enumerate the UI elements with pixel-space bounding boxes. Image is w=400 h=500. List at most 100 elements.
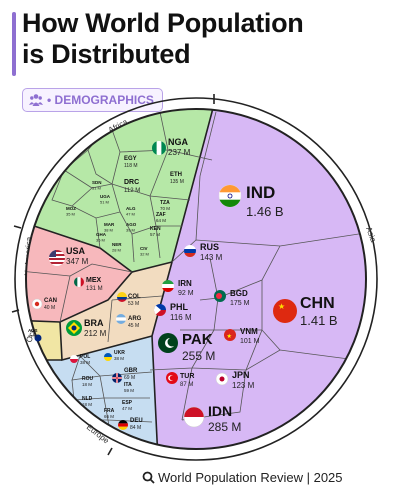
country-value-pol: 38 M <box>80 360 90 365</box>
people-icon <box>29 94 43 106</box>
country-value-irn: 92 M <box>178 290 194 297</box>
country-code-pak: PAK <box>182 331 213 348</box>
country-code-sdn: SDN <box>92 180 102 185</box>
country-value-esp: 47 M <box>122 406 132 411</box>
country-value-civ: 32 M <box>140 252 149 257</box>
country-code-vnm: VNM <box>240 327 258 336</box>
country-value-usa: 347 M <box>66 257 89 266</box>
country-code-arg: ARG <box>128 316 142 322</box>
country-value-mex: 131 M <box>86 286 103 292</box>
country-value-ken: 57 M <box>150 232 160 237</box>
country-code-ind: IND <box>246 183 275 202</box>
country-value-ind: 1.46 B <box>246 204 284 219</box>
flag-philippines-icon <box>154 304 166 316</box>
country-code-usa: USA <box>66 246 86 256</box>
country-value-pak: 255 M <box>182 349 215 363</box>
outer-ring <box>14 97 378 461</box>
svg-text:★: ★ <box>227 333 232 340</box>
country-value-bra: 212 M <box>84 329 107 338</box>
country-code-civ: CIV <box>140 246 148 251</box>
country-code-deu: DEU <box>130 418 143 424</box>
flags: ★ <box>31 141 297 430</box>
flag-china-icon: ★ <box>273 299 297 323</box>
ring-divider-namerica <box>13 225 22 229</box>
country-code-rus: RUS <box>200 242 219 252</box>
country-value-bgd: 175 M <box>230 300 250 307</box>
country-value-nld: 18 M <box>82 402 92 407</box>
flag-australia-icon <box>34 334 42 342</box>
country-code-nga: NGA <box>168 137 189 147</box>
country-code-ita: ITA <box>124 382 132 388</box>
country-value-alg: 47 M <box>126 212 135 217</box>
flag-poland-icon <box>70 355 78 363</box>
ring-divider-europe-asia <box>107 447 113 456</box>
country-code-jpn: JPN <box>232 370 250 380</box>
country-code-uga: UGA <box>100 194 111 199</box>
footer-source: World Population Review | 2025 <box>158 470 343 485</box>
flag-japan-icon <box>215 372 229 386</box>
flag-iran-icon <box>162 280 174 292</box>
flag-colombia-icon <box>117 292 127 302</box>
country-code-ner: NER <box>112 242 122 247</box>
flag-india-icon <box>218 184 242 208</box>
country-code-pol: POL <box>80 354 90 360</box>
region-label-asia: Asia <box>364 226 378 244</box>
country-code-ukr: UKR <box>114 350 125 356</box>
flag-vietnam-icon: ★ <box>224 329 236 341</box>
flag-turkey-icon <box>166 372 178 384</box>
country-value-idn: 285 M <box>208 420 241 434</box>
country-value-arg: 45 M <box>128 323 139 329</box>
country-code-egy: EGY <box>124 156 137 162</box>
country-code-fra: FRA <box>104 408 115 414</box>
country-code-irn: IRN <box>178 279 192 288</box>
population-chart: Africa Asia N. America Oceania Europe <box>11 94 378 461</box>
svg-text:★: ★ <box>278 302 285 311</box>
country-code-col: COL <box>128 294 141 300</box>
country-code-aus: AUS <box>28 328 38 333</box>
country-value-vnm: 101 M <box>240 338 260 345</box>
country-value-ita: 59 M <box>124 388 134 393</box>
country-code-nld: NLD <box>82 396 93 402</box>
chart-circle-border <box>25 108 367 450</box>
country-value-deu: 84 M <box>130 425 141 431</box>
country-value-zaf: 64 M <box>156 218 166 223</box>
country-code-mex: MEX <box>86 277 102 284</box>
flag-usa-icon <box>49 250 65 266</box>
flag-argentina-icon <box>116 314 126 324</box>
country-value-drc: 112 M <box>124 188 140 194</box>
country-value-fra: 66 M <box>104 414 114 419</box>
flag-russia-icon <box>184 245 196 257</box>
country-code-gha: GHA <box>96 232 107 237</box>
region-n-america <box>26 218 132 322</box>
country-value-tur: 87 M <box>180 382 193 388</box>
country-value-tza: 70 M <box>160 206 170 211</box>
country-value-uga: 51 M <box>100 200 109 205</box>
country-code-gbr: GBR <box>124 368 138 374</box>
country-code-mar: MAR <box>104 222 115 227</box>
country-value-ago: 39 M <box>126 228 135 233</box>
flag-indonesia-icon <box>183 406 205 428</box>
flag-pakistan-icon <box>158 333 178 353</box>
country-value-moz: 35 M <box>66 212 75 217</box>
country-value-can: 40 M <box>44 305 55 311</box>
category-badge: • DEMOGRAPHICS <box>22 88 163 112</box>
country-value-gbr: 69 M <box>124 375 135 381</box>
country-code-bra: BRA <box>84 318 104 328</box>
country-code-tza: TZA <box>160 200 170 206</box>
country-value-sdn: 51 M <box>92 186 101 191</box>
flag-uk-icon <box>112 373 122 383</box>
region-label-europe: Europe <box>85 422 111 445</box>
country-code-can: CAN <box>44 298 57 304</box>
country-code-chn: CHN <box>300 295 335 312</box>
flag-nigeria-icon <box>152 141 166 155</box>
country-value-egy: 118 M <box>124 163 138 169</box>
country-value-phl: 116 M <box>170 313 192 322</box>
country-code-idn: IDN <box>208 403 232 419</box>
country-value-jpn: 123 M <box>232 381 255 390</box>
country-code-zaf: ZAF <box>156 212 166 218</box>
country-code-esp: ESP <box>122 400 133 406</box>
flag-germany-icon <box>118 420 128 430</box>
region-s-america <box>60 262 172 360</box>
country-value-eth: 135 M <box>170 179 184 185</box>
